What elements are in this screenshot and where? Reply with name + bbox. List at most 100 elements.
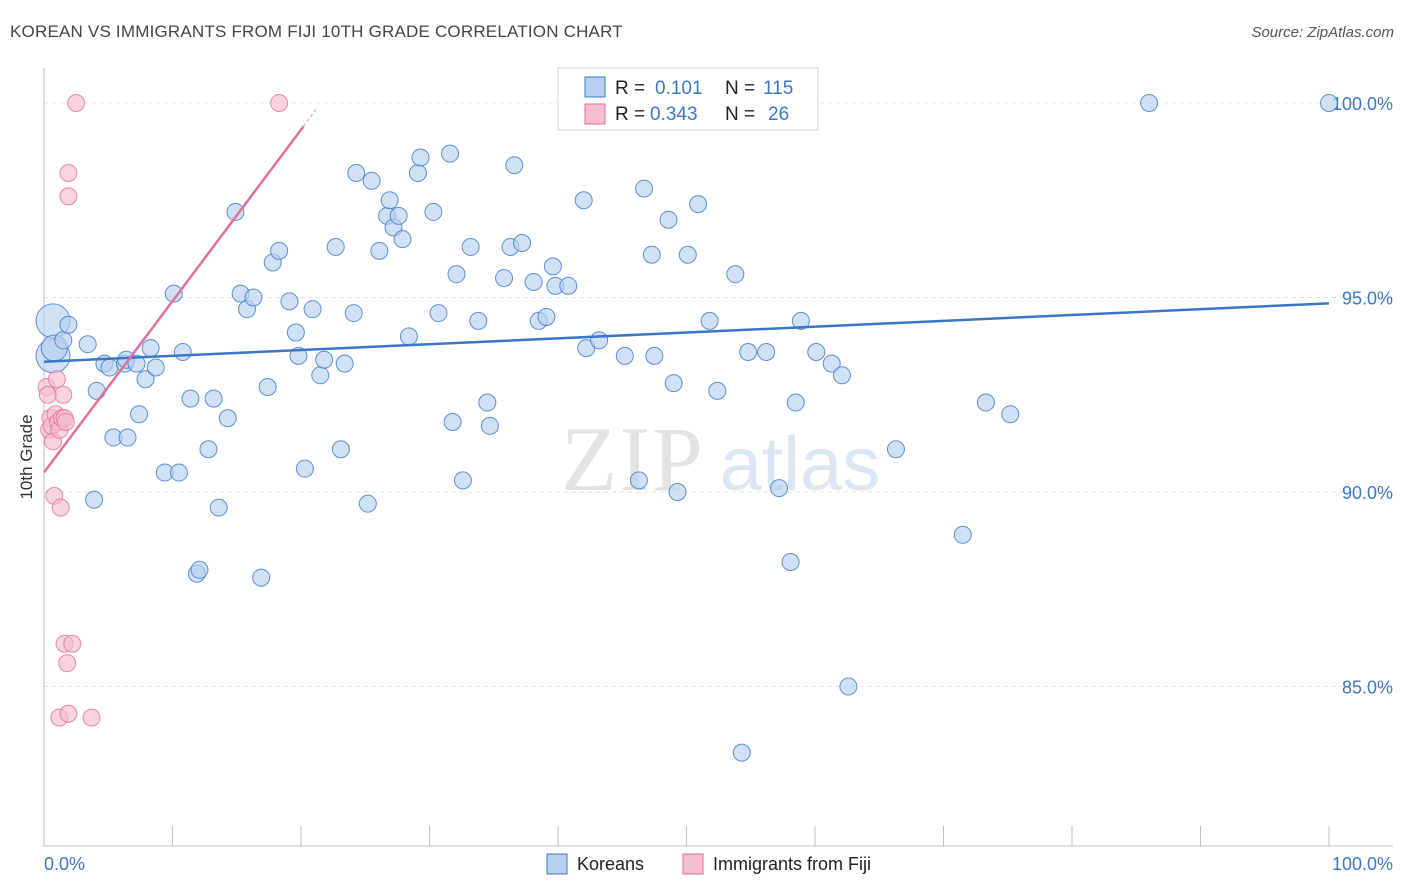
x-ticks: [43, 826, 1330, 846]
legend-n-label-1: N =: [725, 78, 755, 99]
korean-point-40: [289, 346, 308, 365]
korean-point-69: [478, 393, 497, 412]
x-tick-label-max: 100.0%: [1332, 854, 1393, 874]
fiji-point-1: [38, 385, 57, 404]
y-tick-label-95: 95.0%: [1342, 289, 1393, 309]
korean-point-109: [886, 440, 905, 459]
korean-point-93: [689, 195, 708, 214]
korean-point-44: [315, 350, 334, 369]
korean-point-42: [303, 300, 322, 319]
watermark-atlas: atlas: [720, 422, 881, 507]
korean-point-65: [447, 265, 466, 284]
y-tick-label-85: 85.0%: [1342, 678, 1393, 698]
korean-point-64: [443, 412, 462, 431]
stats-legend: R = 0.101 N = 115 R = 0.343 N = 26: [557, 67, 819, 131]
korean-point-85: [629, 471, 648, 490]
korean-point-102: [781, 553, 800, 572]
legend-n-value-1: 115: [763, 78, 793, 99]
fiji-point-18: [82, 708, 101, 727]
korean-point-28: [209, 498, 228, 517]
korean-point-78: [543, 257, 562, 276]
korean-point-4: [59, 315, 78, 334]
korean-point-45: [326, 237, 345, 256]
korean-point-101: [770, 479, 789, 498]
bottom-legend-fiji: Immigrants from Fiji: [713, 854, 871, 874]
legend-n-label-2: N =: [725, 104, 755, 125]
korean-point-13: [118, 428, 137, 447]
legend-r-value-2: 0.343: [650, 104, 698, 125]
korean-point-20: [164, 284, 183, 303]
korean-point-73: [505, 156, 524, 175]
korean-point-43: [311, 366, 330, 385]
korean-point-87: [642, 245, 661, 264]
korean-point-29: [218, 409, 237, 428]
korean-point-14: [127, 354, 146, 373]
fiji-point-15: [56, 412, 75, 431]
trend-lines: [42, 106, 1330, 474]
korean-point-56: [389, 206, 408, 225]
legend-r-value-1: 0.101: [655, 78, 703, 99]
korean-point-96: [726, 265, 745, 284]
chart-title: KOREAN VS IMMIGRANTS FROM FIJI 10TH GRAD…: [10, 22, 623, 41]
korean-point-48: [344, 304, 363, 323]
korean-point-60: [411, 148, 430, 167]
korean-point-5: [78, 335, 97, 354]
source-credit: Source: ZipAtlas.com: [1251, 24, 1394, 41]
korean-point-6: [87, 381, 106, 400]
korean-point-104: [791, 311, 810, 330]
korean-point-110: [953, 525, 972, 544]
korean-point-100: [757, 342, 776, 361]
koreans-points: [35, 94, 1338, 762]
korean-point-34: [252, 568, 271, 587]
korean-point-27: [204, 389, 223, 408]
korean-point-81: [574, 191, 593, 210]
korean-point-50: [358, 494, 377, 513]
korean-point-38: [280, 292, 299, 311]
korean-point-49: [347, 164, 366, 183]
korean-point-22: [173, 342, 192, 361]
y-tick-label-100: 100.0%: [1332, 94, 1393, 114]
korean-point-84: [615, 346, 634, 365]
fiji-point-25: [270, 94, 289, 113]
y-tick-labels: 85.0% 90.0% 95.0% 100.0%: [1332, 94, 1393, 698]
korean-point-108: [839, 677, 858, 696]
legend-r-label-1: R =: [615, 78, 645, 99]
korean-point-37: [270, 241, 289, 260]
fiji-point-11: [51, 498, 70, 517]
korean-point-89: [659, 210, 678, 229]
legend-swatch-fiji: [584, 103, 606, 125]
korean-point-23: [181, 389, 200, 408]
korean-point-52: [370, 241, 389, 260]
bottom-legend-koreans: Koreans: [577, 854, 644, 874]
korean-point-83: [590, 331, 609, 350]
korean-point-51: [362, 171, 381, 190]
korean-point-21: [169, 463, 188, 482]
korean-point-86: [635, 179, 654, 198]
korean-point-63: [441, 144, 460, 163]
fiji-point-24: [67, 94, 86, 113]
fiji-trend-line-extension: [302, 106, 319, 127]
korean-point-61: [424, 202, 443, 221]
korean-point-95: [708, 381, 727, 400]
fiji-point-17: [59, 704, 78, 723]
korean-point-15: [130, 405, 149, 424]
korean-point-46: [331, 440, 350, 459]
korean-point-54: [380, 191, 399, 210]
korean-point-30: [226, 202, 245, 221]
korean-point-80: [559, 276, 578, 295]
fiji-trend-line: [42, 125, 305, 474]
korean-point-114: [1320, 94, 1338, 113]
fiji-point-13: [54, 385, 73, 404]
korean-point-47: [335, 354, 354, 373]
korean-point-67: [461, 237, 480, 256]
y-tick-label-90: 90.0%: [1342, 483, 1393, 503]
korean-point-57: [393, 230, 412, 249]
korean-point-41: [295, 459, 314, 478]
korean-point-35: [258, 377, 277, 396]
korean-point-62: [429, 304, 448, 323]
fiji-points: [37, 94, 289, 727]
fiji-point-20: [63, 634, 82, 653]
korean-point-70: [480, 416, 499, 435]
korean-point-74: [513, 234, 532, 253]
